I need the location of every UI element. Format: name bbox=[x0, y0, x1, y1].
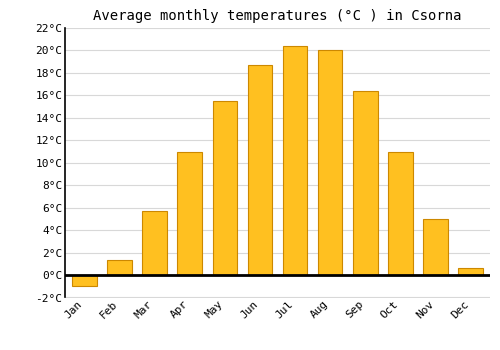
Bar bbox=[178, 152, 202, 275]
Bar bbox=[388, 152, 412, 275]
Bar bbox=[142, 211, 167, 275]
Bar bbox=[107, 260, 132, 275]
Bar bbox=[353, 91, 378, 275]
Bar bbox=[248, 65, 272, 275]
Bar bbox=[72, 275, 96, 286]
Bar bbox=[283, 46, 308, 275]
Bar bbox=[212, 101, 237, 275]
Title: Average monthly temperatures (°C ) in Csorna: Average monthly temperatures (°C ) in Cs… bbox=[93, 9, 462, 23]
Bar bbox=[458, 268, 483, 275]
Bar bbox=[318, 50, 342, 275]
Bar bbox=[424, 219, 448, 275]
